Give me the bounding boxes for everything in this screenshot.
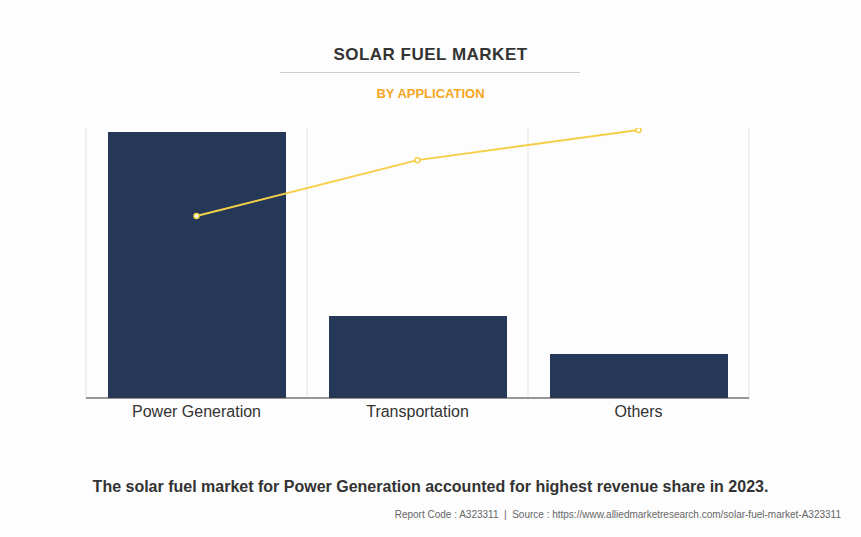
html-text:BY APPLICATION: BY APPLICATION — [376, 86, 485, 101]
svg-text:Others: Others — [614, 403, 662, 420]
html-text:SOLAR FUEL MARKET: SOLAR FUEL MARKET — [333, 45, 528, 64]
html-text:Report Code : A323311 | Source: Report Code : A323311 | Source : https:/… — [394, 509, 841, 520]
html-text:The solar fuel market for Powe: The solar fuel market for Power Generati… — [92, 478, 769, 495]
svg-text:Power Generation: Power Generation — [132, 403, 261, 420]
svg-text:Transportation: Transportation — [366, 403, 469, 420]
